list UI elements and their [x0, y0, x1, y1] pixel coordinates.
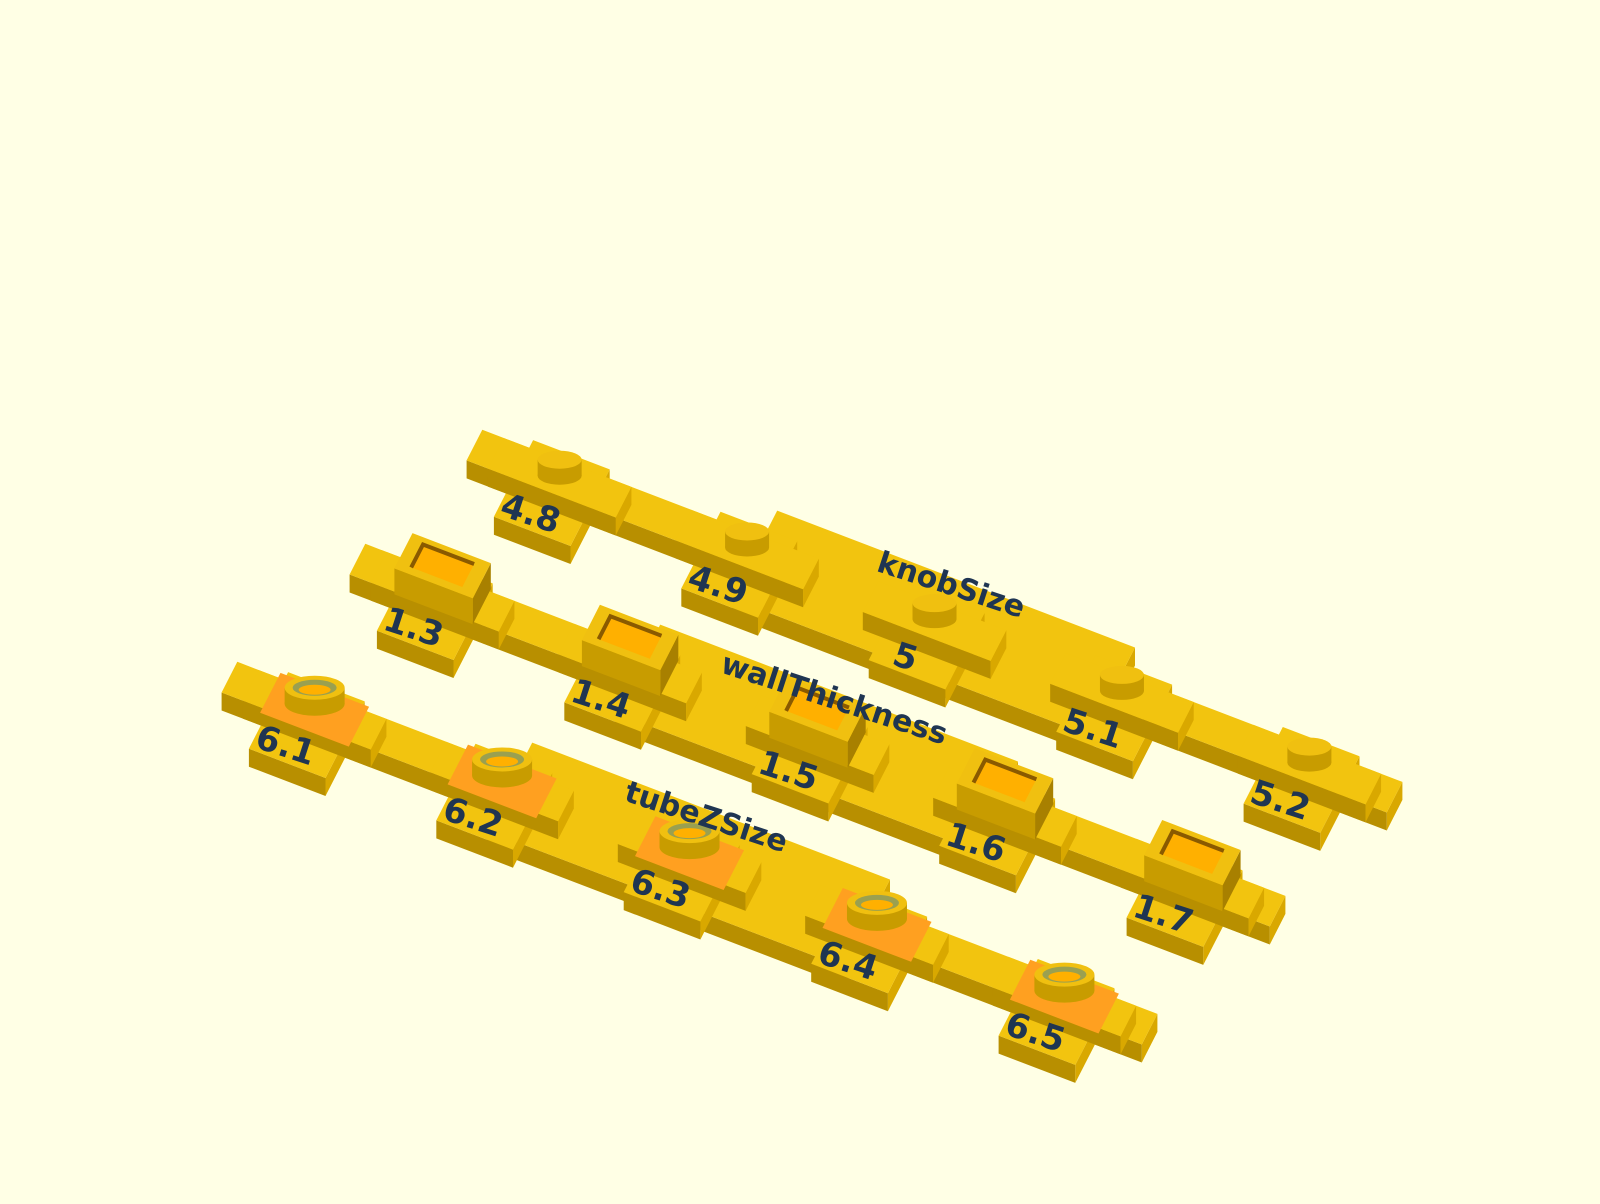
wall-box: [394, 533, 491, 625]
tube: [822, 888, 932, 962]
tube: [635, 816, 744, 890]
tube: [260, 672, 370, 747]
wall-box: [581, 604, 679, 697]
knob: [537, 450, 582, 485]
tube: [1009, 959, 1119, 1034]
knob: [912, 594, 957, 629]
wall-box: [769, 676, 866, 768]
wall-box: [1144, 820, 1241, 912]
wall-box: [956, 748, 1054, 840]
knob: [1099, 665, 1144, 700]
knob: [1287, 737, 1332, 772]
tube: [447, 744, 557, 819]
knob: [725, 522, 770, 557]
